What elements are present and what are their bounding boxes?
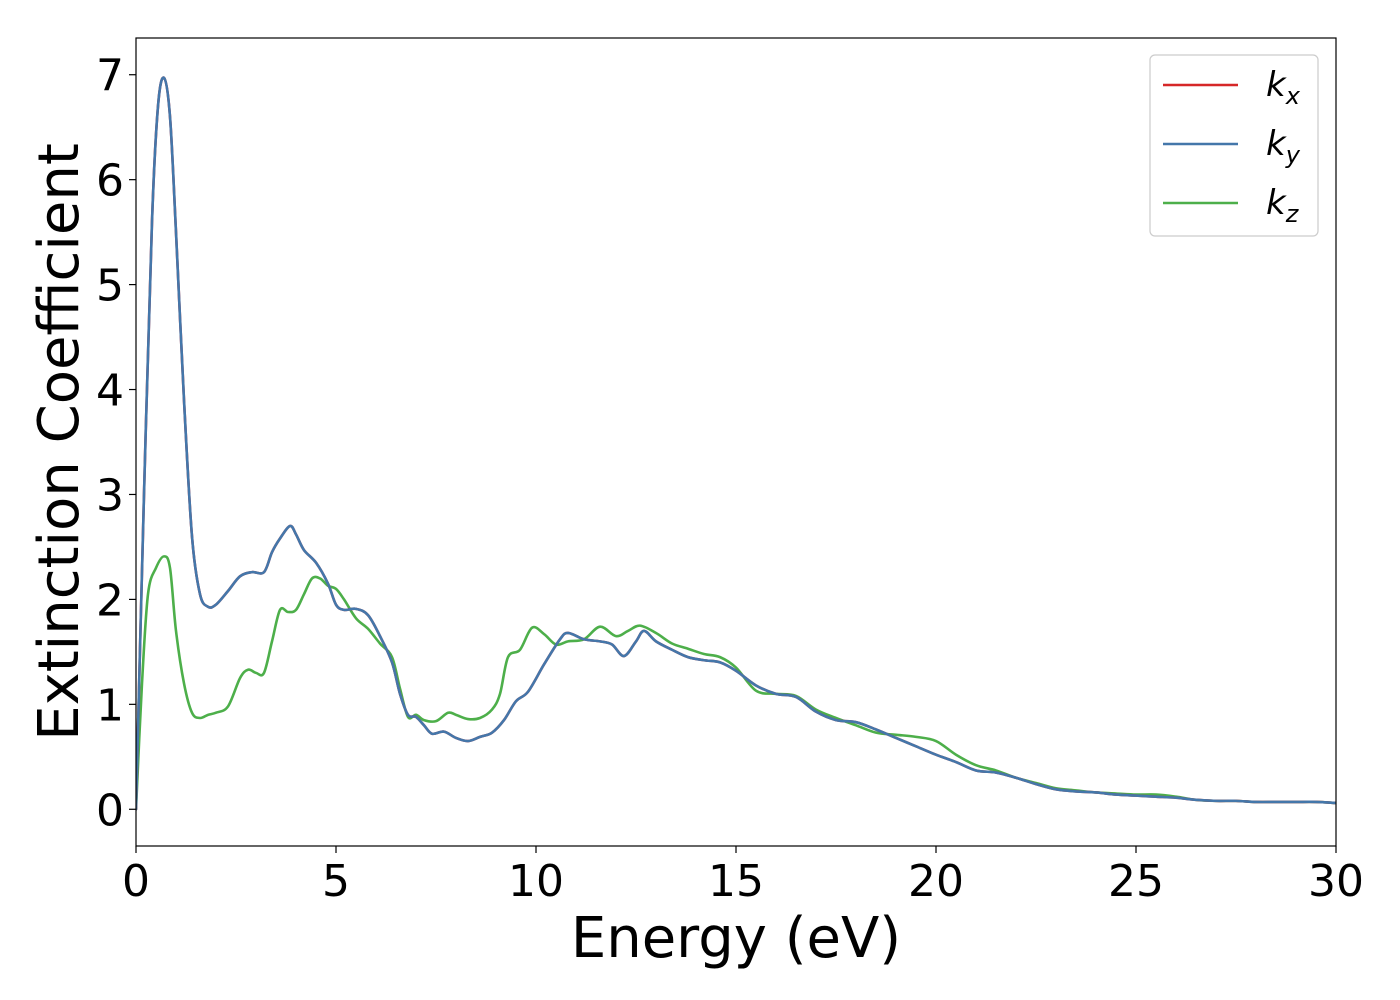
x-tick-label: 5 — [322, 856, 350, 907]
legend: kx ky kz — [1149, 54, 1319, 237]
y-axis-ticks: 0 1 2 3 4 5 6 7 — [96, 51, 136, 836]
y-axis-label: Extinction Coefficient — [27, 143, 92, 741]
y-tick-label: 7 — [96, 51, 124, 102]
legend-label-kx: kx — [1266, 65, 1301, 110]
legend-label-kz: kz — [1266, 183, 1300, 228]
legend-entries: kx ky kz — [1163, 65, 1301, 228]
series-line-ky — [136, 76, 1336, 811]
y-tick-label: 3 — [96, 470, 124, 521]
x-tick-label: 20 — [908, 856, 964, 907]
x-tick-label: 0 — [122, 856, 150, 907]
x-axis-ticks: 0 5 10 15 20 25 30 — [122, 846, 1364, 907]
series-layer — [136, 76, 1336, 811]
legend-label-ky: ky — [1266, 124, 1301, 169]
x-axis-label: Energy (eV) — [571, 906, 901, 971]
y-tick-label: 6 — [96, 156, 124, 207]
x-tick-label: 15 — [708, 856, 764, 907]
y-tick-label: 0 — [96, 785, 124, 836]
legend-box — [1149, 54, 1319, 237]
y-tick-label: 2 — [96, 575, 124, 626]
x-tick-label: 30 — [1308, 856, 1364, 907]
x-tick-label: 25 — [1108, 856, 1164, 907]
y-tick-label: 1 — [96, 680, 124, 731]
x-tick-label: 10 — [508, 856, 564, 907]
y-tick-label: 5 — [96, 261, 124, 312]
y-tick-label: 4 — [96, 366, 124, 417]
